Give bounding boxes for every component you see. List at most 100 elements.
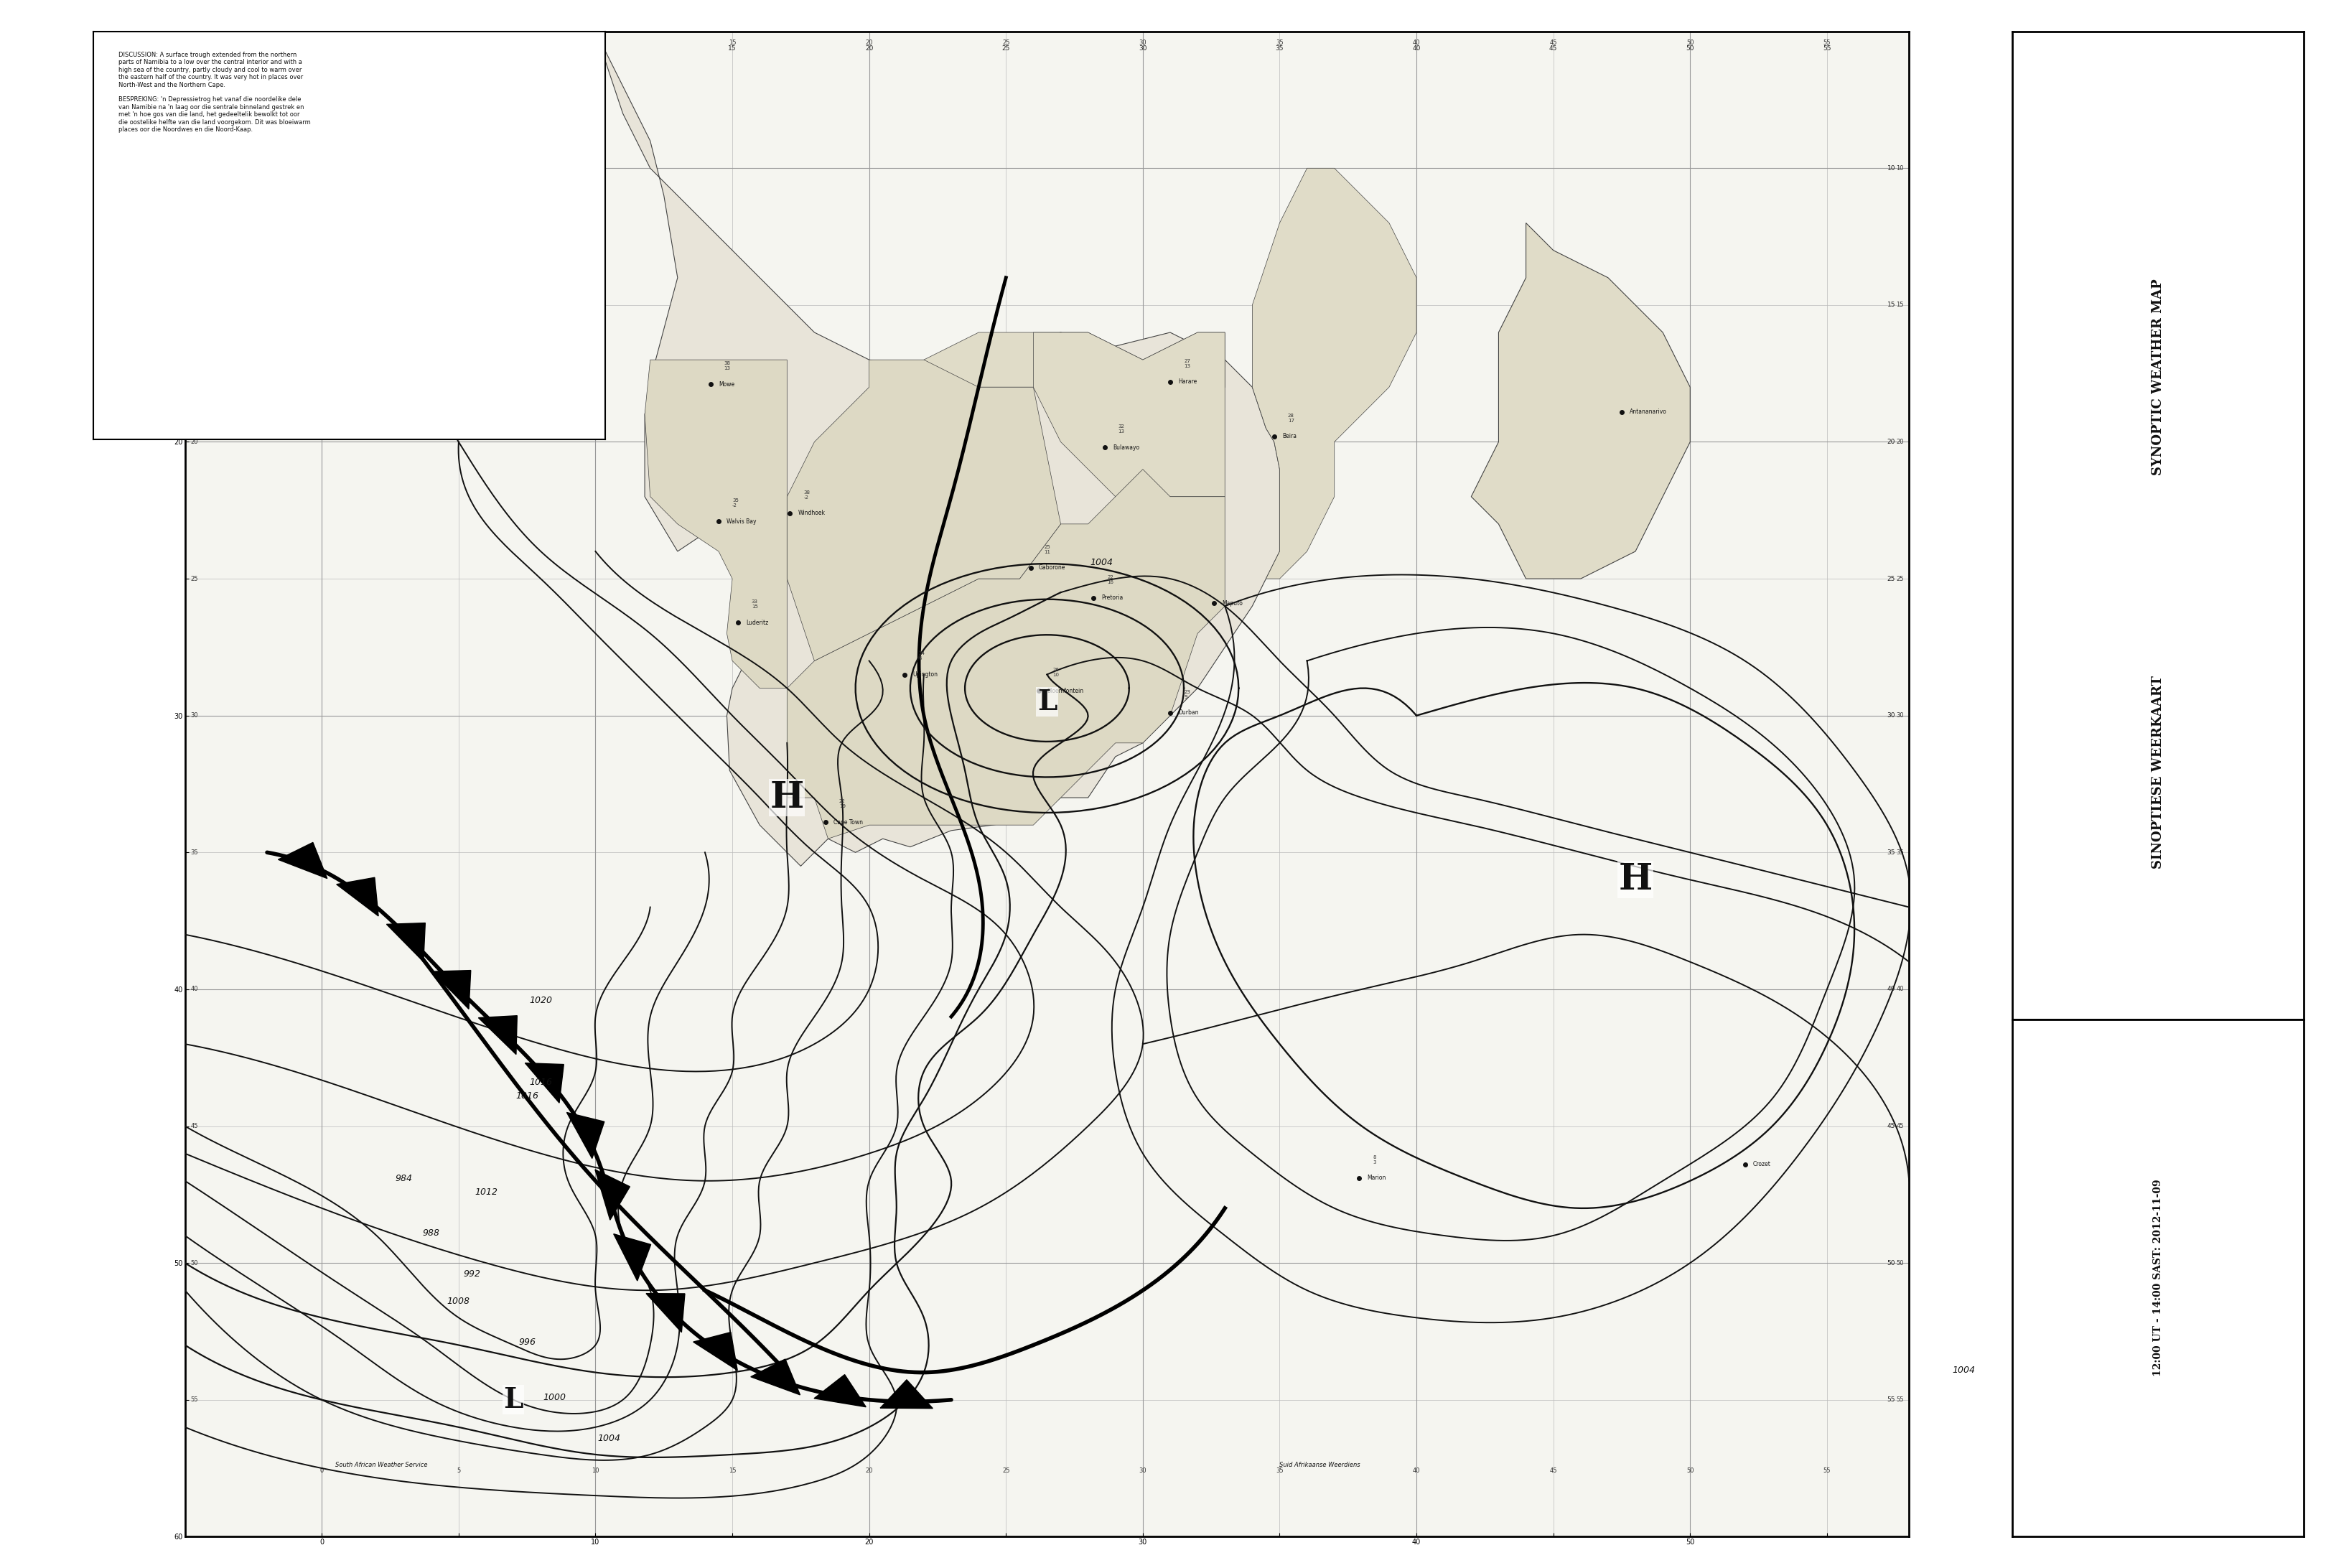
- Text: Beira: Beira: [1282, 433, 1296, 439]
- Text: 1004: 1004: [1952, 1366, 1975, 1375]
- Text: 25: 25: [1003, 39, 1009, 45]
- Text: 35: 35: [1896, 850, 1903, 856]
- Text: 10: 10: [591, 1468, 600, 1474]
- Text: 50: 50: [1686, 1468, 1693, 1474]
- Text: DISCUSSION: A surface trough extended from the northern
parts of Namibia to a lo: DISCUSSION: A surface trough extended fr…: [119, 52, 312, 133]
- Polygon shape: [526, 1063, 563, 1102]
- Text: Crozet: Crozet: [1751, 1162, 1770, 1168]
- Text: 26
10: 26 10: [1051, 668, 1058, 677]
- Text: 8
3: 8 3: [1372, 1156, 1375, 1165]
- Text: 35: 35: [191, 850, 198, 856]
- Text: 1020: 1020: [528, 996, 551, 1005]
- Text: L: L: [2091, 1386, 2110, 1413]
- Text: 30: 30: [1140, 39, 1147, 45]
- Text: 0: 0: [319, 1468, 323, 1474]
- Polygon shape: [1033, 332, 1223, 497]
- Text: 30: 30: [191, 712, 198, 718]
- Polygon shape: [337, 878, 379, 916]
- Text: 5: 5: [456, 39, 461, 45]
- Text: 55: 55: [1821, 45, 1831, 52]
- Text: 15: 15: [728, 39, 735, 45]
- Text: 10: 10: [1886, 165, 1896, 171]
- Text: 38
-2: 38 -2: [802, 491, 809, 499]
- Text: 35: 35: [1275, 45, 1284, 52]
- Text: 1004: 1004: [1091, 558, 1112, 568]
- Text: 40: 40: [1412, 39, 1419, 45]
- Text: 35: 35: [1886, 850, 1896, 856]
- Text: 50: 50: [1686, 39, 1693, 45]
- Text: 1016: 1016: [516, 1091, 537, 1101]
- Text: 55: 55: [191, 1397, 198, 1403]
- Text: Bloemfontein: Bloemfontein: [1047, 688, 1084, 695]
- Text: 20: 20: [865, 1468, 872, 1474]
- Text: Mowe: Mowe: [719, 381, 735, 387]
- Text: 20: 20: [1896, 439, 1903, 445]
- Text: 5: 5: [456, 1468, 461, 1474]
- Text: 30: 30: [1137, 45, 1147, 52]
- Text: Maputo: Maputo: [1221, 601, 1242, 607]
- Text: 55: 55: [1824, 1468, 1831, 1474]
- Text: 32
13: 32 13: [1119, 425, 1123, 434]
- Text: SINOPTIESE WEERKAART: SINOPTIESE WEERKAART: [2152, 676, 2163, 869]
- Text: 35
-2: 35 -2: [733, 499, 737, 508]
- Text: 28
17: 28 17: [1289, 414, 1293, 423]
- Text: 5: 5: [456, 45, 461, 52]
- Text: 33
15: 33 15: [751, 599, 758, 608]
- Text: Bulawayo: Bulawayo: [1112, 444, 1140, 450]
- Text: H: H: [1619, 862, 1651, 897]
- Text: 25: 25: [1886, 575, 1896, 582]
- Text: 10: 10: [1896, 165, 1903, 171]
- Text: 22
19: 22 19: [840, 800, 844, 809]
- Text: 45: 45: [1886, 1123, 1896, 1129]
- Text: South African Weather Service: South African Weather Service: [335, 1461, 428, 1468]
- Text: Antananarivo: Antananarivo: [1631, 409, 1668, 416]
- Text: 50: 50: [191, 1259, 198, 1267]
- Text: 50: 50: [1886, 1259, 1896, 1267]
- Text: 1008: 1008: [447, 1297, 470, 1306]
- Text: 10: 10: [591, 45, 600, 52]
- Text: 45: 45: [1549, 1468, 1556, 1474]
- Text: Upington: Upington: [912, 671, 937, 677]
- Polygon shape: [184, 31, 1910, 1482]
- Text: 25: 25: [1003, 45, 1009, 52]
- Text: 20: 20: [191, 439, 198, 445]
- Text: 15: 15: [1886, 301, 1896, 309]
- Text: SYNOPTIC WEATHER MAP: SYNOPTIC WEATHER MAP: [2152, 279, 2163, 475]
- Polygon shape: [433, 971, 470, 1010]
- Text: 1012: 1012: [475, 1187, 498, 1196]
- Text: 992: 992: [463, 1270, 481, 1279]
- Text: 45: 45: [191, 1123, 198, 1129]
- Text: Luderitz: Luderitz: [747, 619, 768, 626]
- Text: Harare: Harare: [1177, 378, 1198, 384]
- Text: 1000: 1000: [542, 1392, 565, 1402]
- Text: Walvis Bay: Walvis Bay: [726, 517, 756, 524]
- Text: 1016: 1016: [528, 1077, 551, 1087]
- Text: Gaborone: Gaborone: [1037, 564, 1065, 571]
- Text: 0: 0: [319, 39, 323, 45]
- Text: 45: 45: [1549, 39, 1556, 45]
- Text: 988: 988: [423, 1228, 440, 1237]
- Text: 35: 35: [1275, 1468, 1284, 1474]
- Text: 40: 40: [1412, 1468, 1419, 1474]
- Polygon shape: [1470, 223, 1689, 579]
- Text: 40: 40: [1412, 45, 1421, 52]
- Text: 996: 996: [519, 1338, 535, 1347]
- Polygon shape: [595, 1170, 630, 1220]
- Text: Windhoek: Windhoek: [798, 510, 826, 516]
- Polygon shape: [595, 31, 1279, 866]
- Text: 1004: 1004: [598, 1433, 621, 1443]
- Text: 25: 25: [1896, 575, 1903, 582]
- Text: L: L: [502, 1386, 523, 1413]
- Text: 15: 15: [1896, 301, 1903, 309]
- Text: 55: 55: [1886, 1397, 1896, 1403]
- Text: Pretoria: Pretoria: [1103, 594, 1123, 601]
- Text: 20: 20: [865, 39, 872, 45]
- Polygon shape: [786, 469, 1223, 839]
- Text: 45: 45: [1896, 1123, 1903, 1129]
- Polygon shape: [647, 1294, 684, 1333]
- Polygon shape: [693, 1333, 737, 1370]
- Text: 40: 40: [1886, 986, 1896, 993]
- Text: 55: 55: [1824, 39, 1831, 45]
- Text: 12:00 UT - 14:00 SAST: 2012-11-09: 12:00 UT - 14:00 SAST: 2012-11-09: [2152, 1179, 2163, 1377]
- Polygon shape: [1251, 168, 1417, 579]
